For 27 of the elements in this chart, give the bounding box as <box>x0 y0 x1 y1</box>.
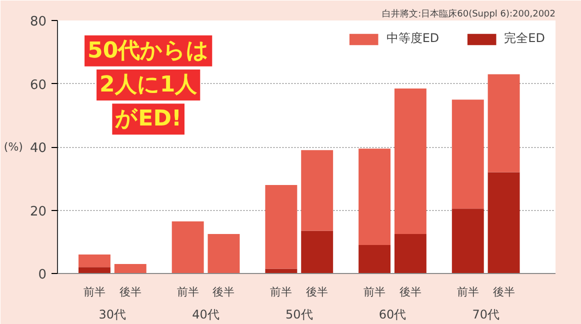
x-tick-label: 前半 <box>364 286 386 298</box>
x-tick-label: 後半 <box>399 286 422 298</box>
y-tick-label: 40 <box>30 141 47 156</box>
text: 50代 <box>286 308 313 322</box>
x-tick-label: 後半 <box>492 286 515 298</box>
annotation: 50代からは <box>88 38 210 64</box>
text: 白井將文:日本臨床60(Suppl 6):200,2002 <box>382 8 556 20</box>
text: 40代 <box>192 308 220 322</box>
text: 70代 <box>472 308 500 322</box>
y-tick-label: 20 <box>30 204 47 220</box>
x-tick-label: 後半 <box>212 286 235 298</box>
y-tick-label: 80 <box>30 14 47 30</box>
y-tick-label: 0 <box>38 268 47 282</box>
text: 60代 <box>378 308 406 322</box>
annotation: がED! <box>114 106 182 132</box>
x-tick-label: 前半 <box>456 286 479 298</box>
annotation: 2人に1人 <box>100 72 198 98</box>
x-tick-label: 後半 <box>119 286 142 298</box>
y-tick-label: 60 <box>30 78 47 93</box>
x-tick-label: 前半 <box>176 286 199 298</box>
y-axis-title: (%) <box>4 140 23 154</box>
x-tick-label: 前半 <box>83 286 106 298</box>
legend-label: 中等度ED <box>386 30 440 47</box>
text: 30代 <box>98 308 126 322</box>
x-tick-label: 後半 <box>306 286 328 298</box>
legend-label: 完全ED <box>504 30 545 47</box>
x-tick-label: 前半 <box>270 286 292 298</box>
